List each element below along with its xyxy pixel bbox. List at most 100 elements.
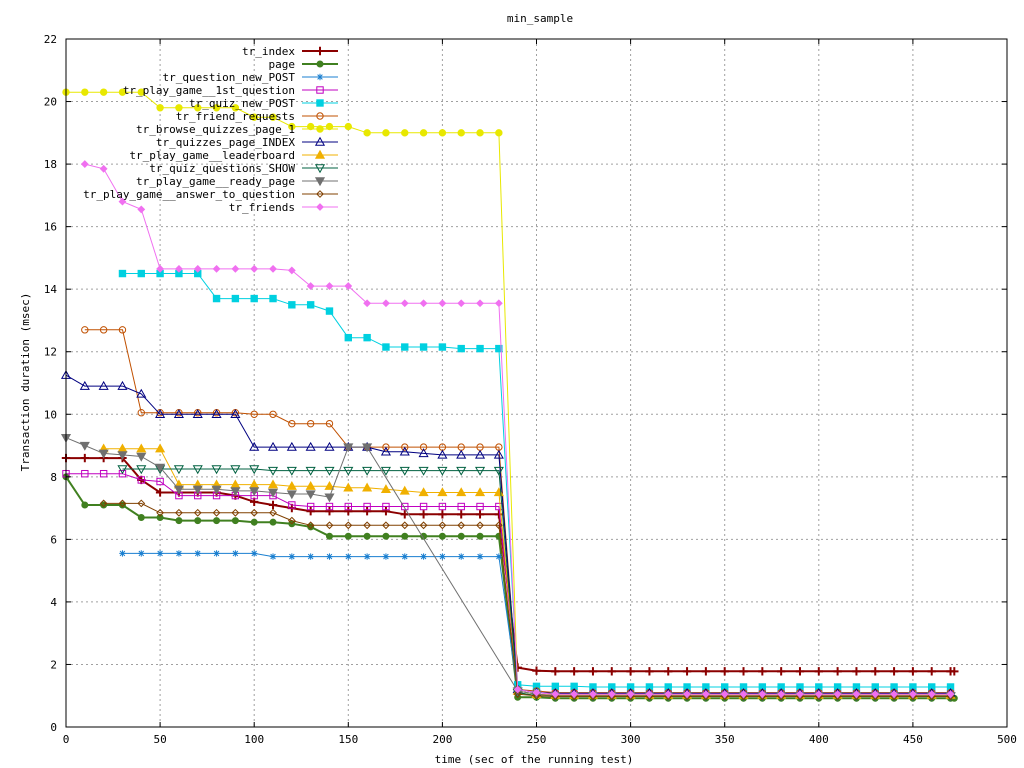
data-point <box>664 667 673 676</box>
data-point <box>457 129 465 137</box>
data-point <box>156 508 165 517</box>
legend-label: tr_play_game__1st_question <box>123 84 295 97</box>
legend-label: tr_play_game__leaderboard <box>129 149 295 162</box>
data-point <box>230 487 241 497</box>
data-point <box>250 294 258 303</box>
data-point <box>438 532 446 540</box>
data-point <box>380 446 391 456</box>
data-point <box>344 122 352 131</box>
data-point <box>81 326 89 334</box>
data-point <box>193 264 202 273</box>
data-point <box>345 553 352 560</box>
data-point <box>908 690 917 699</box>
data-point <box>306 507 315 516</box>
data-point <box>81 469 89 478</box>
data-point <box>871 690 880 699</box>
legend-label: tr_question_new_POST <box>163 71 296 84</box>
data-point <box>118 269 127 278</box>
data-point <box>419 510 428 519</box>
x-tick-label: 200 <box>432 733 452 746</box>
data-point <box>249 487 260 497</box>
data-point <box>286 441 297 451</box>
y-tick-label: 20 <box>44 96 57 109</box>
legend-label: tr_play_game__ready_page <box>136 175 295 188</box>
data-point <box>269 294 277 303</box>
data-point <box>588 667 598 676</box>
series-group <box>60 88 959 702</box>
x-tick-label: 300 <box>621 733 641 746</box>
data-point <box>231 508 240 517</box>
data-point <box>249 465 260 475</box>
data-point <box>286 480 297 490</box>
data-point <box>380 484 391 494</box>
data-point <box>513 690 522 699</box>
data-point <box>155 443 166 453</box>
data-point <box>438 510 447 519</box>
data-point <box>343 466 354 476</box>
data-point <box>305 490 316 500</box>
data-point <box>117 451 128 461</box>
data-point <box>156 477 164 486</box>
y-tick-label: 10 <box>44 408 57 421</box>
data-point <box>589 690 597 699</box>
data-point <box>418 487 429 497</box>
data-point <box>363 333 371 342</box>
x-tick-label: 0 <box>63 733 70 746</box>
data-point <box>306 502 315 511</box>
data-point <box>551 690 560 699</box>
data-point <box>175 517 183 525</box>
data-point <box>305 441 316 451</box>
data-point <box>269 508 277 517</box>
data-point <box>314 149 326 159</box>
data-point <box>664 690 673 699</box>
x-tick-label: 100 <box>244 733 264 746</box>
data-point <box>118 469 127 478</box>
y-tick-label: 6 <box>50 533 57 546</box>
data-point <box>438 502 447 511</box>
data-point <box>439 553 446 560</box>
data-point <box>173 465 184 475</box>
data-point <box>796 690 804 699</box>
data-point <box>494 521 503 530</box>
data-point <box>138 550 145 557</box>
data-point <box>98 380 109 390</box>
data-point <box>173 409 184 418</box>
data-point <box>175 550 183 557</box>
data-point <box>739 667 748 676</box>
data-point <box>231 264 240 273</box>
data-point <box>232 550 239 557</box>
data-point <box>476 129 484 137</box>
data-point <box>382 532 390 540</box>
data-point <box>193 508 202 517</box>
data-point <box>382 343 390 351</box>
data-point <box>814 690 823 699</box>
data-point <box>231 104 240 112</box>
data-point <box>137 513 145 521</box>
data-point <box>401 532 409 540</box>
data-point <box>212 104 221 112</box>
data-point <box>476 553 484 560</box>
data-point <box>250 113 258 121</box>
data-point <box>314 136 326 146</box>
data-point <box>399 446 410 456</box>
data-point <box>344 507 353 516</box>
data-point <box>251 550 258 557</box>
data-point <box>288 301 296 309</box>
data-point <box>551 667 560 676</box>
data-point <box>267 479 279 489</box>
data-point <box>137 205 146 214</box>
data-point <box>212 264 221 273</box>
legend-label: tr_index <box>242 45 295 58</box>
data-point <box>230 409 241 418</box>
data-point <box>316 190 324 198</box>
data-point <box>343 482 354 492</box>
data-point <box>438 299 447 308</box>
data-point <box>156 513 164 521</box>
y-axis-label: Transaction duration (msec) <box>19 293 32 472</box>
series-line <box>84 163 951 695</box>
data-point <box>80 160 89 168</box>
data-point <box>79 380 90 390</box>
data-point <box>324 493 335 503</box>
legend-label: tr_quiz_questions_SHOW <box>149 162 295 175</box>
